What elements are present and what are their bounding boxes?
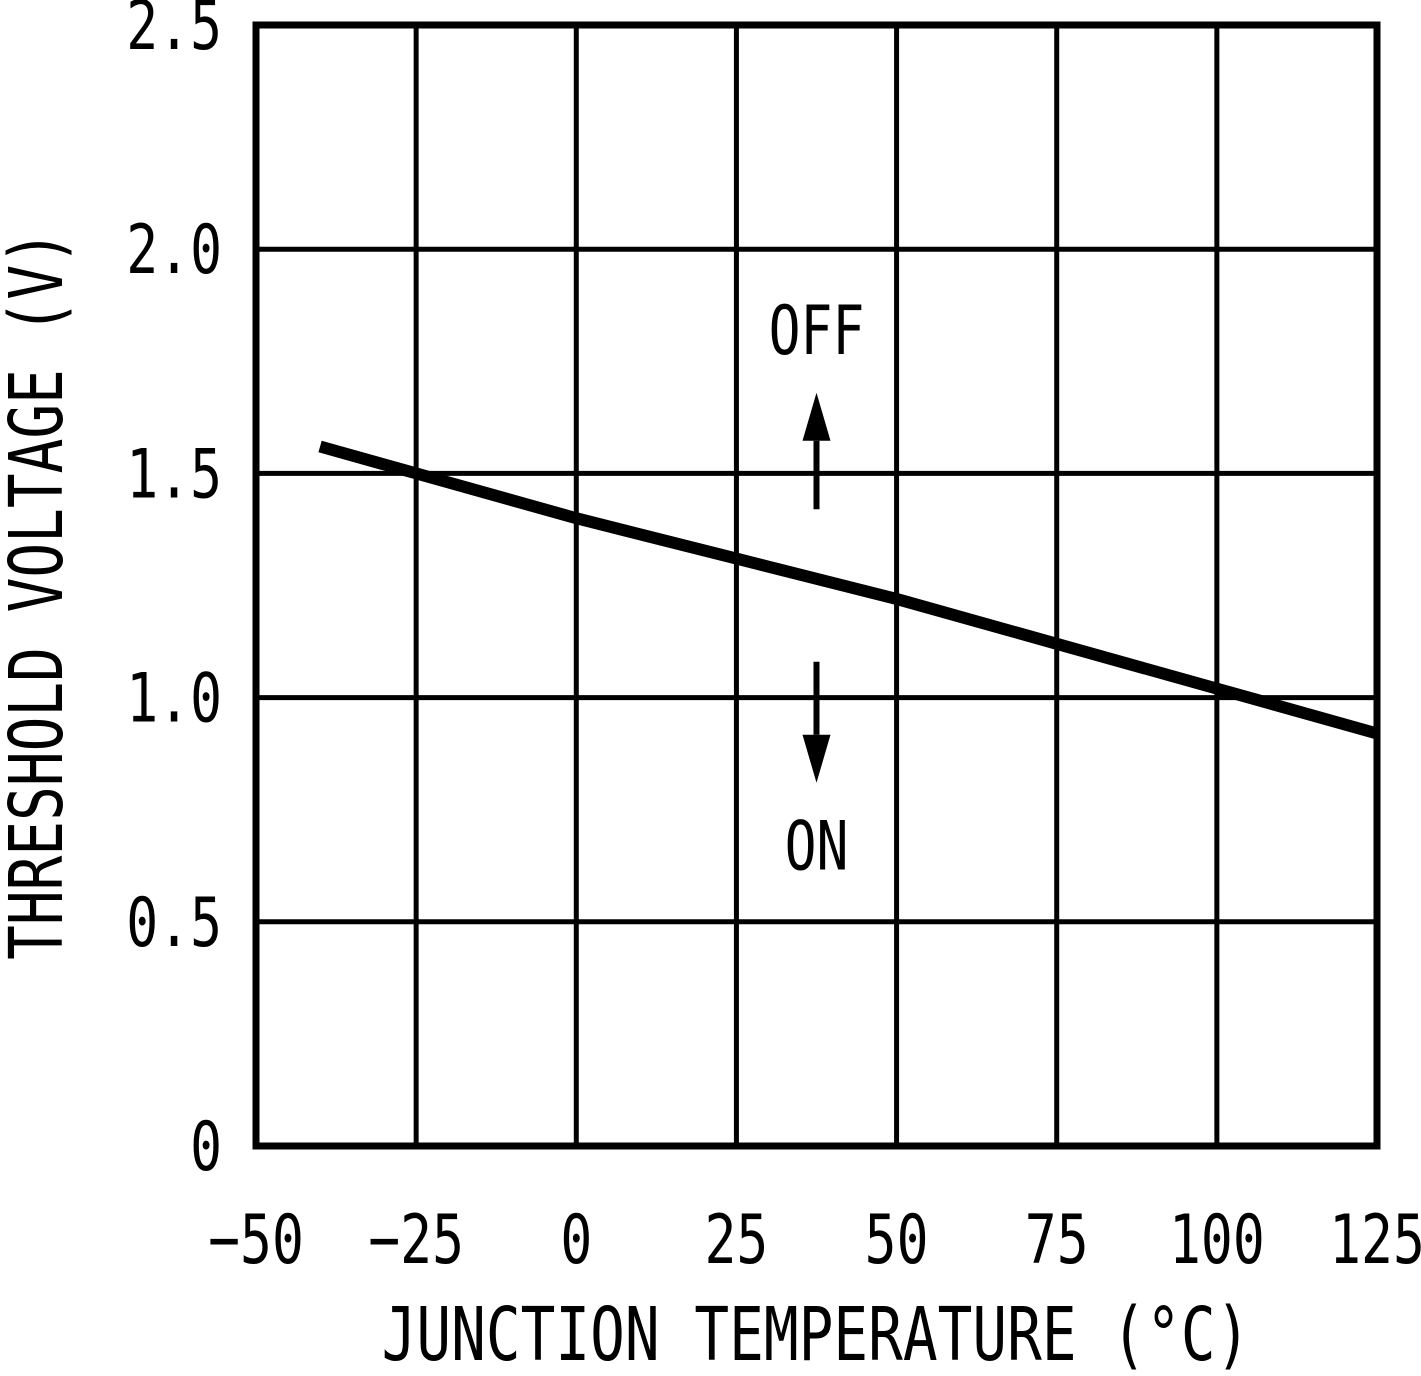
x-tick-label: 25 <box>704 1201 768 1280</box>
y-tick-label: 2.0 <box>126 211 222 290</box>
x-tick-label: 50 <box>865 1201 929 1280</box>
plot-border <box>252 21 1381 1150</box>
annotation-label-on: ON <box>785 807 849 886</box>
y-tick-labels: 0 0.5 1.0 1.5 2.0 2.5 <box>126 0 222 1187</box>
annotations: OFF ON <box>769 291 865 886</box>
annotation-label-off: OFF <box>769 291 865 370</box>
x-tick-label: 100 <box>1169 1201 1265 1280</box>
x-tick-label: −25 <box>368 1201 464 1280</box>
arrow-head-up-icon <box>802 392 831 441</box>
arrow-head-down-icon <box>802 734 831 783</box>
x-tick-label: 0 <box>560 1201 592 1280</box>
y-tick-label: 2.5 <box>126 0 222 66</box>
threshold-voltage-line <box>318 440 1379 740</box>
x-tick-label: 75 <box>1025 1201 1089 1280</box>
x-axis-title: JUNCTION TEMPERATURE (°C) <box>382 1291 1251 1376</box>
gridlines <box>253 22 1380 1149</box>
x-tick-label: −50 <box>208 1201 304 1280</box>
y-tick-label: 1.5 <box>126 435 222 514</box>
threshold-voltage-series <box>318 440 1379 740</box>
y-axis-title: THRESHOLD VOLTAGE (V) <box>0 230 80 960</box>
y-tick-label: 0 <box>190 1108 222 1187</box>
y-tick-label: 1.0 <box>126 659 222 738</box>
x-tick-label: 125 <box>1329 1201 1421 1280</box>
y-tick-label: 0.5 <box>126 883 222 962</box>
x-tick-labels: −50 −25 0 25 50 75 100 125 <box>208 1201 1421 1280</box>
